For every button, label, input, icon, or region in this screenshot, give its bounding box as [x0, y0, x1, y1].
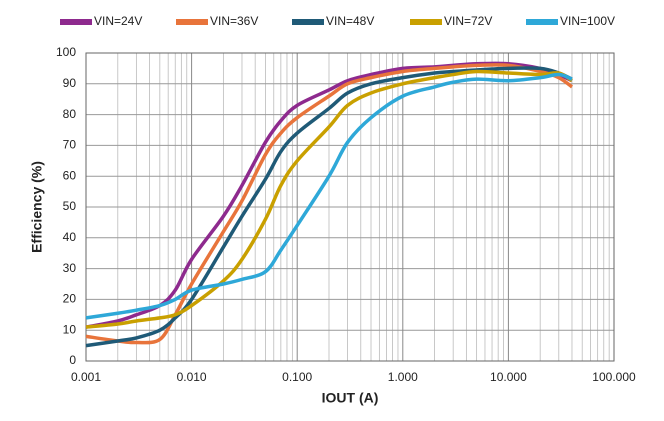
- x-tick-label: 1.000: [388, 370, 418, 384]
- y-tick-label: 80: [63, 107, 77, 121]
- y-tick-label: 30: [63, 261, 77, 275]
- legend-label: VIN=48V: [326, 14, 374, 28]
- legend-label: VIN=72V: [444, 14, 492, 28]
- legend-label: VIN=100V: [560, 14, 615, 28]
- y-tick-label: 20: [63, 292, 77, 306]
- x-tick-label: 10.000: [490, 370, 527, 384]
- y-tick-label: 10: [63, 322, 77, 336]
- y-tick-label: 0: [69, 353, 76, 367]
- x-tick-label: 0.010: [177, 370, 207, 384]
- x-tick-label: 100.000: [592, 370, 636, 384]
- y-tick-label: 50: [63, 199, 77, 213]
- plot: [85, 61, 574, 348]
- legend-label: VIN=36V: [210, 14, 258, 28]
- y-tick-label: 40: [63, 230, 77, 244]
- series-line: [85, 63, 574, 345]
- y-axis-title: Efficiency (%): [29, 161, 45, 253]
- grid: [85, 52, 615, 362]
- plot-frame: [85, 52, 615, 362]
- x-tick-label: 0.001: [71, 370, 101, 384]
- legend-label: VIN=24V: [94, 14, 142, 28]
- y-tick-label: 70: [63, 138, 77, 152]
- series-line: [85, 66, 573, 348]
- y-tick-label: 90: [63, 76, 77, 90]
- series-line: [85, 72, 573, 320]
- y-tick-label: 60: [63, 168, 77, 182]
- series-line: [85, 69, 573, 329]
- x-axis-title: IOUT (A): [322, 390, 379, 406]
- y-tick-label: 100: [56, 45, 76, 59]
- x-tick-label: 0.100: [282, 370, 312, 384]
